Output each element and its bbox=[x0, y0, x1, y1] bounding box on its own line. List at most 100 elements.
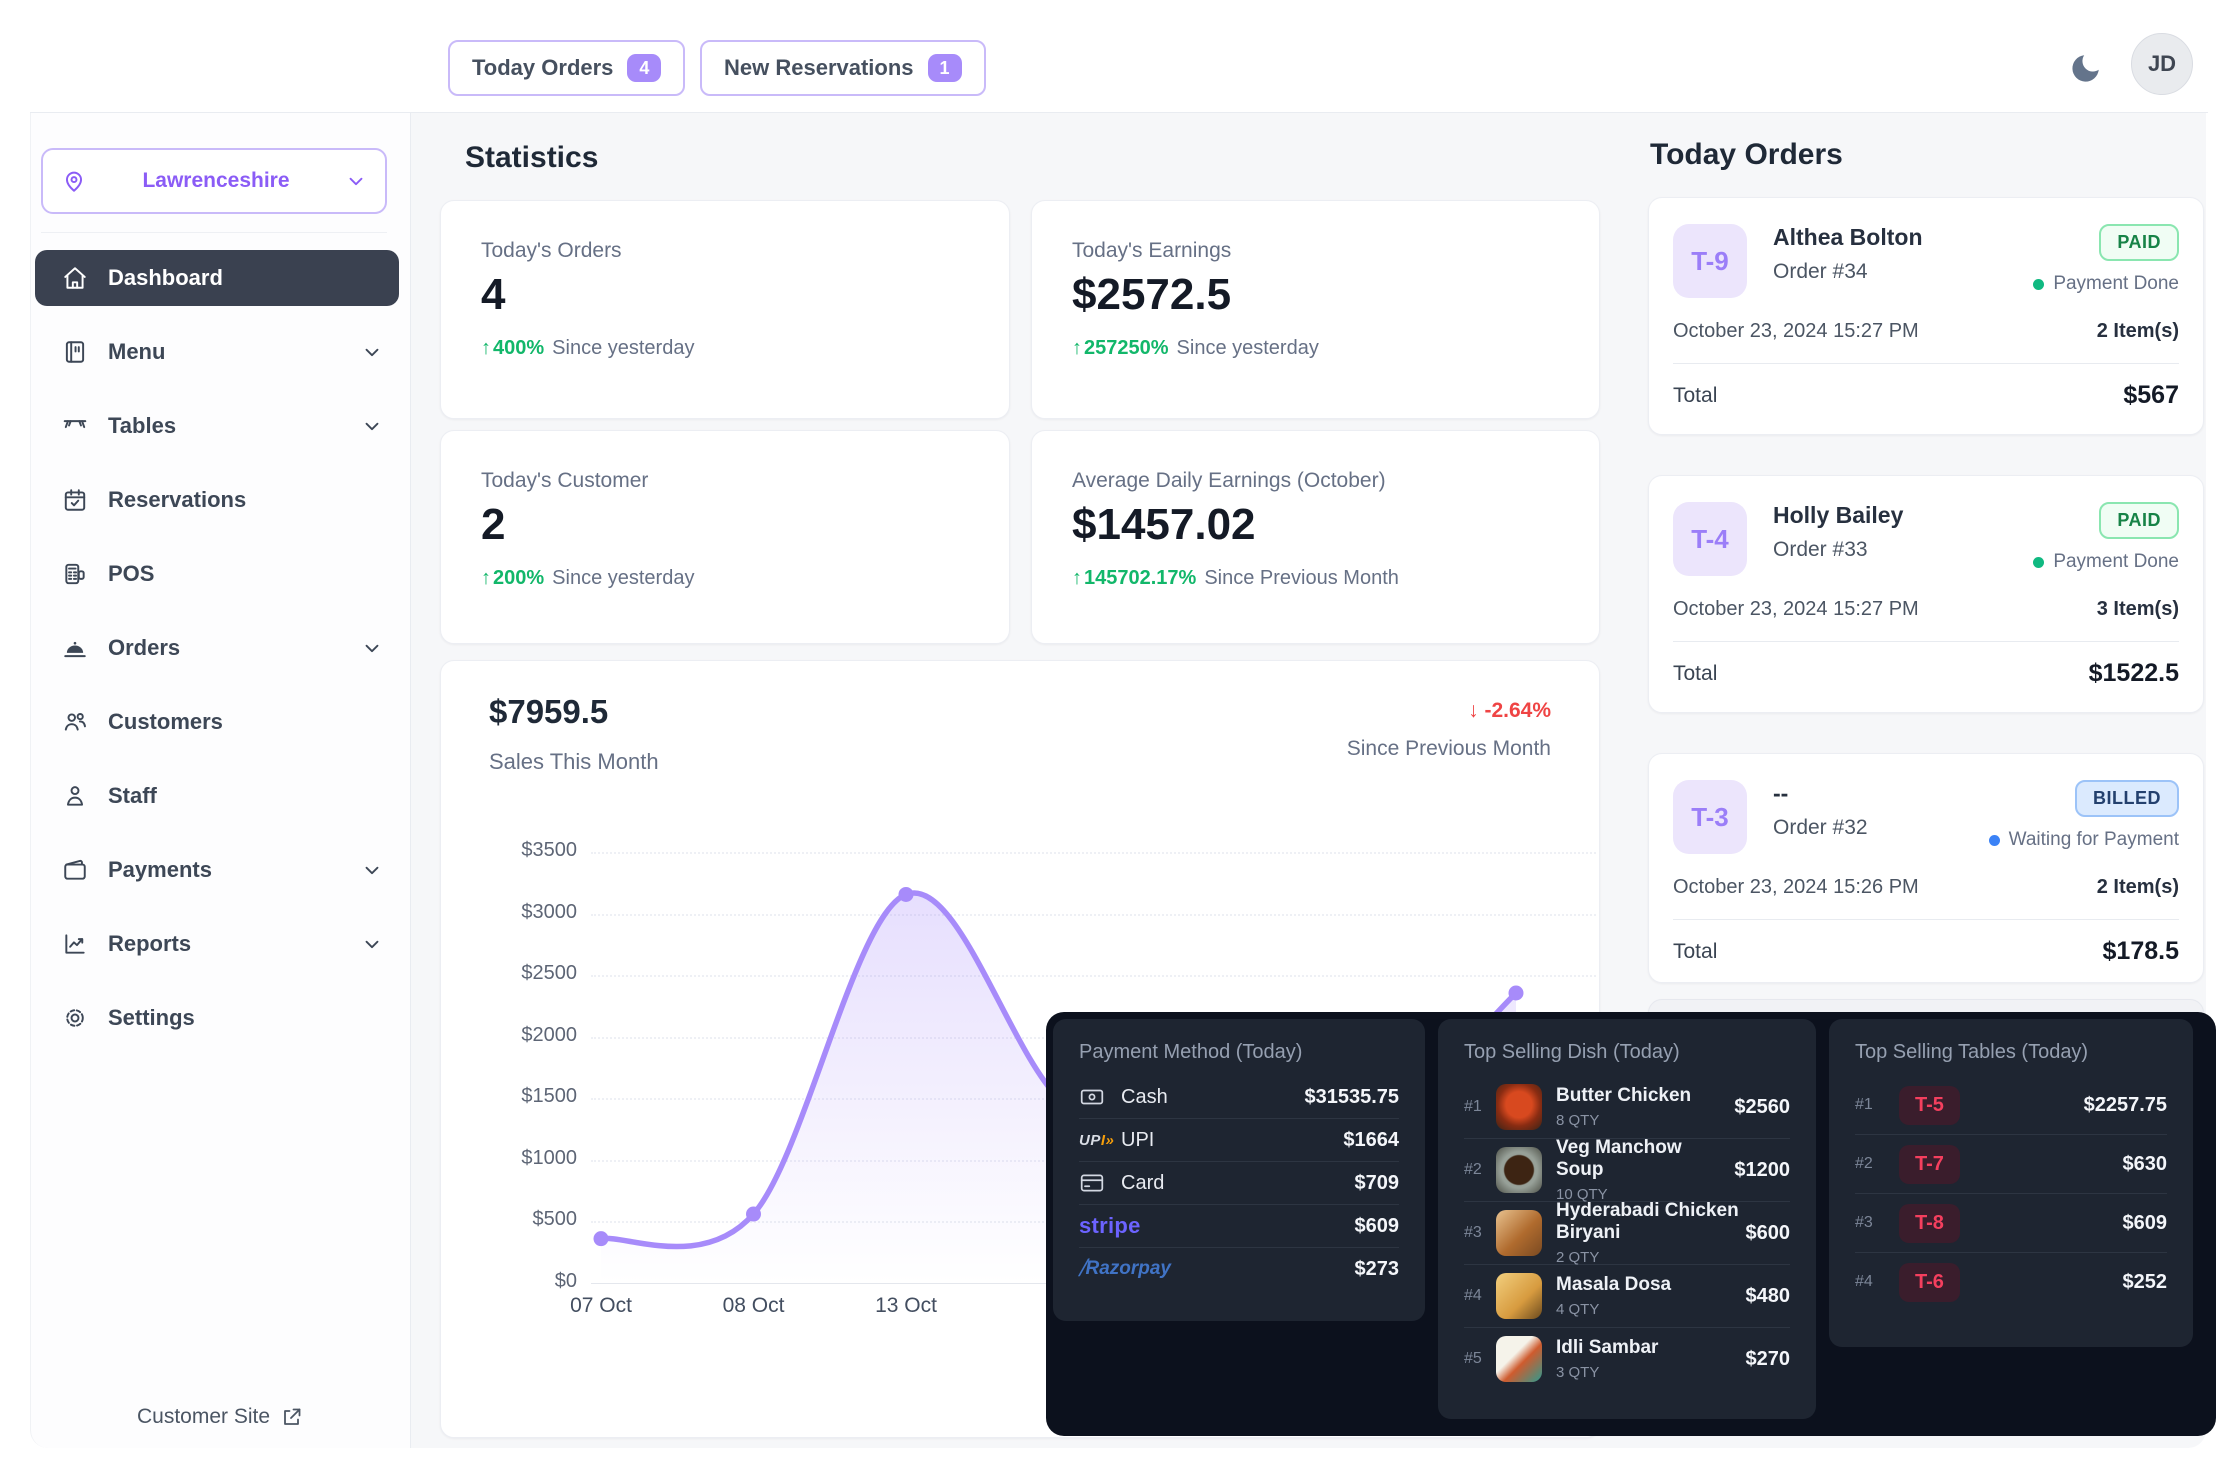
order-card[interactable]: T-3 -- Order #32 BILLED Waiting for Paym… bbox=[1648, 753, 2204, 983]
sidebar-item-payments[interactable]: Payments bbox=[35, 842, 399, 898]
payment-method-row: UPI» UPI $1664 bbox=[1079, 1118, 1399, 1161]
payment-method-row: Cash $31535.75 bbox=[1079, 1076, 1399, 1118]
top-selling-dish-panel: Top Selling Dish (Today) #1 Butter Chick… bbox=[1438, 1019, 1816, 1419]
sidebar-item-reports[interactable]: Reports bbox=[35, 916, 399, 972]
table-badge: T-8 bbox=[1899, 1203, 1960, 1243]
top-selling-dish-title: Top Selling Dish (Today) bbox=[1464, 1041, 1680, 1063]
dark-mode-toggle[interactable] bbox=[2062, 44, 2110, 92]
table-rank: #3 bbox=[1855, 1214, 1873, 1231]
stat-period: Since yesterday bbox=[552, 567, 695, 590]
customer-site-link[interactable]: Customer Site bbox=[31, 1405, 410, 1429]
y-axis-label: $2000 bbox=[521, 1023, 577, 1046]
stat-title: Average Daily Earnings (October) bbox=[1072, 469, 1386, 492]
dish-photo bbox=[1496, 1147, 1542, 1193]
upi-logo-icon: UPI» bbox=[1079, 1131, 1115, 1149]
payment-method-amount: $31535.75 bbox=[1304, 1085, 1399, 1108]
dish-amount: $2560 bbox=[1734, 1095, 1790, 1118]
sidebar: Lawrenceshire Dashboard Menu Tables Rese… bbox=[30, 113, 411, 1448]
sidebar-item-label: Dashboard bbox=[108, 265, 223, 290]
user-avatar[interactable]: JD bbox=[2131, 33, 2193, 95]
table-row: #3 T-8 $609 bbox=[1855, 1193, 2167, 1252]
chevron-down-icon bbox=[361, 415, 383, 437]
statistics-title: Statistics bbox=[465, 141, 599, 174]
payment-method-name: Cash bbox=[1121, 1085, 1168, 1108]
table-badge: T-9 bbox=[1673, 224, 1747, 298]
pos-terminal-icon bbox=[61, 561, 88, 588]
order-total: $1522.5 bbox=[2088, 659, 2179, 687]
sidebar-item-customers[interactable]: Customers bbox=[35, 694, 399, 750]
stat-card-todays-customer: Today's Customer 2 200% Since yesterday bbox=[440, 430, 1010, 644]
sidebar-item-reservations[interactable]: Reservations bbox=[35, 472, 399, 528]
customer-site-label: Customer Site bbox=[136, 1405, 271, 1428]
sidebar-item-label: Tables bbox=[108, 413, 177, 438]
status-badge: PAID bbox=[2099, 224, 2179, 261]
order-items-count: 2 Item(s) bbox=[2096, 876, 2179, 898]
data-point bbox=[746, 1206, 761, 1222]
table-rank: #1 bbox=[1855, 1096, 1873, 1113]
sidebar-item-menu[interactable]: Menu bbox=[35, 324, 399, 380]
dish-qty: 4 QTY bbox=[1556, 1301, 1600, 1318]
stat-title: Today's Orders bbox=[481, 239, 622, 262]
cloche-icon bbox=[61, 635, 88, 662]
order-card[interactable]: T-9 Althea Bolton Order #34 PAID Payment… bbox=[1648, 197, 2204, 435]
payment-status: Payment Done bbox=[2033, 273, 2179, 295]
dish-amount: $480 bbox=[1745, 1284, 1791, 1307]
new-reservations-button[interactable]: New Reservations 1 bbox=[700, 40, 986, 96]
table-rank: #4 bbox=[1855, 1273, 1873, 1290]
x-axis-label: 08 Oct bbox=[722, 1294, 785, 1317]
dish-photo bbox=[1496, 1210, 1542, 1256]
sidebar-nav: Dashboard Menu Tables Reservations POS bbox=[35, 250, 399, 1046]
dish-amount: $1200 bbox=[1734, 1158, 1790, 1181]
location-pin-icon bbox=[61, 168, 87, 194]
new-reservations-button-label: New Reservations bbox=[724, 55, 914, 80]
table-row: #4 T-6 $252 bbox=[1855, 1252, 2167, 1311]
stat-period: Since Previous Month bbox=[1204, 567, 1399, 590]
gridline bbox=[591, 852, 1596, 854]
stat-card-todays-earnings: Today's Earnings $2572.5 257250% Since ye… bbox=[1031, 200, 1600, 419]
header-divider bbox=[30, 112, 2208, 113]
today-orders-button-label: Today Orders bbox=[472, 55, 614, 80]
payment-method-amount: $609 bbox=[1354, 1214, 1400, 1237]
person-icon bbox=[61, 783, 88, 810]
top-selling-tables-title: Top Selling Tables (Today) bbox=[1855, 1041, 2089, 1063]
payment-method-name: Card bbox=[1121, 1171, 1165, 1194]
top-selling-tables-panel: Top Selling Tables (Today) #1 T-5 $2257.… bbox=[1829, 1019, 2193, 1347]
order-card[interactable]: T-4 Holly Bailey Order #33 PAID Payment … bbox=[1648, 475, 2204, 713]
dish-name: Hyderabadi Chicken Biryani bbox=[1556, 1200, 1739, 1243]
sidebar-item-label: Reservations bbox=[108, 487, 247, 512]
dish-row: #3 Hyderabadi Chicken Biryani 2 QTY $600 bbox=[1464, 1200, 1790, 1266]
order-datetime: October 23, 2024 15:27 PM bbox=[1673, 320, 1919, 342]
sidebar-item-settings[interactable]: Settings bbox=[35, 990, 399, 1046]
sidebar-item-staff[interactable]: Staff bbox=[35, 768, 399, 824]
payment-method-panel: Payment Method (Today) Cash $31535.75 UP… bbox=[1053, 1019, 1425, 1321]
table-amount: $609 bbox=[2122, 1211, 2168, 1234]
sidebar-item-pos[interactable]: POS bbox=[35, 546, 399, 602]
table-badge: T-7 bbox=[1899, 1144, 1960, 1184]
sales-change-period: Since Previous Month bbox=[1346, 737, 1551, 760]
sidebar-item-tables[interactable]: Tables bbox=[35, 398, 399, 454]
stat-title: Today's Earnings bbox=[1072, 239, 1232, 262]
stat-title: Today's Customer bbox=[481, 469, 649, 492]
status-dot bbox=[1988, 834, 2000, 846]
today-orders-button[interactable]: Today Orders 4 bbox=[448, 40, 686, 96]
y-axis-label: $500 bbox=[532, 1208, 578, 1231]
chevron-down-icon bbox=[361, 637, 383, 659]
data-point bbox=[593, 1231, 609, 1247]
gridline bbox=[591, 975, 1596, 978]
table-icon bbox=[61, 413, 88, 440]
data-point bbox=[898, 886, 914, 902]
location-selector[interactable]: Lawrenceshire bbox=[41, 148, 387, 214]
y-axis-label: $1000 bbox=[521, 1146, 577, 1169]
payment-method-row: ⧸Razorpay $273 bbox=[1079, 1247, 1399, 1290]
sidebar-item-label: Reports bbox=[108, 931, 192, 956]
total-label: Total bbox=[1673, 939, 1718, 963]
stat-change: 257250% bbox=[1072, 337, 1169, 360]
home-icon bbox=[61, 265, 88, 292]
sidebar-item-dashboard[interactable]: Dashboard bbox=[35, 250, 399, 306]
stat-period: Since yesterday bbox=[1176, 337, 1319, 360]
payment-status: Waiting for Payment bbox=[1988, 829, 2179, 851]
stat-value: $2572.5 bbox=[1072, 270, 1232, 319]
dish-qty: 3 QTY bbox=[1556, 1364, 1600, 1381]
sidebar-item-orders[interactable]: Orders bbox=[35, 620, 399, 676]
